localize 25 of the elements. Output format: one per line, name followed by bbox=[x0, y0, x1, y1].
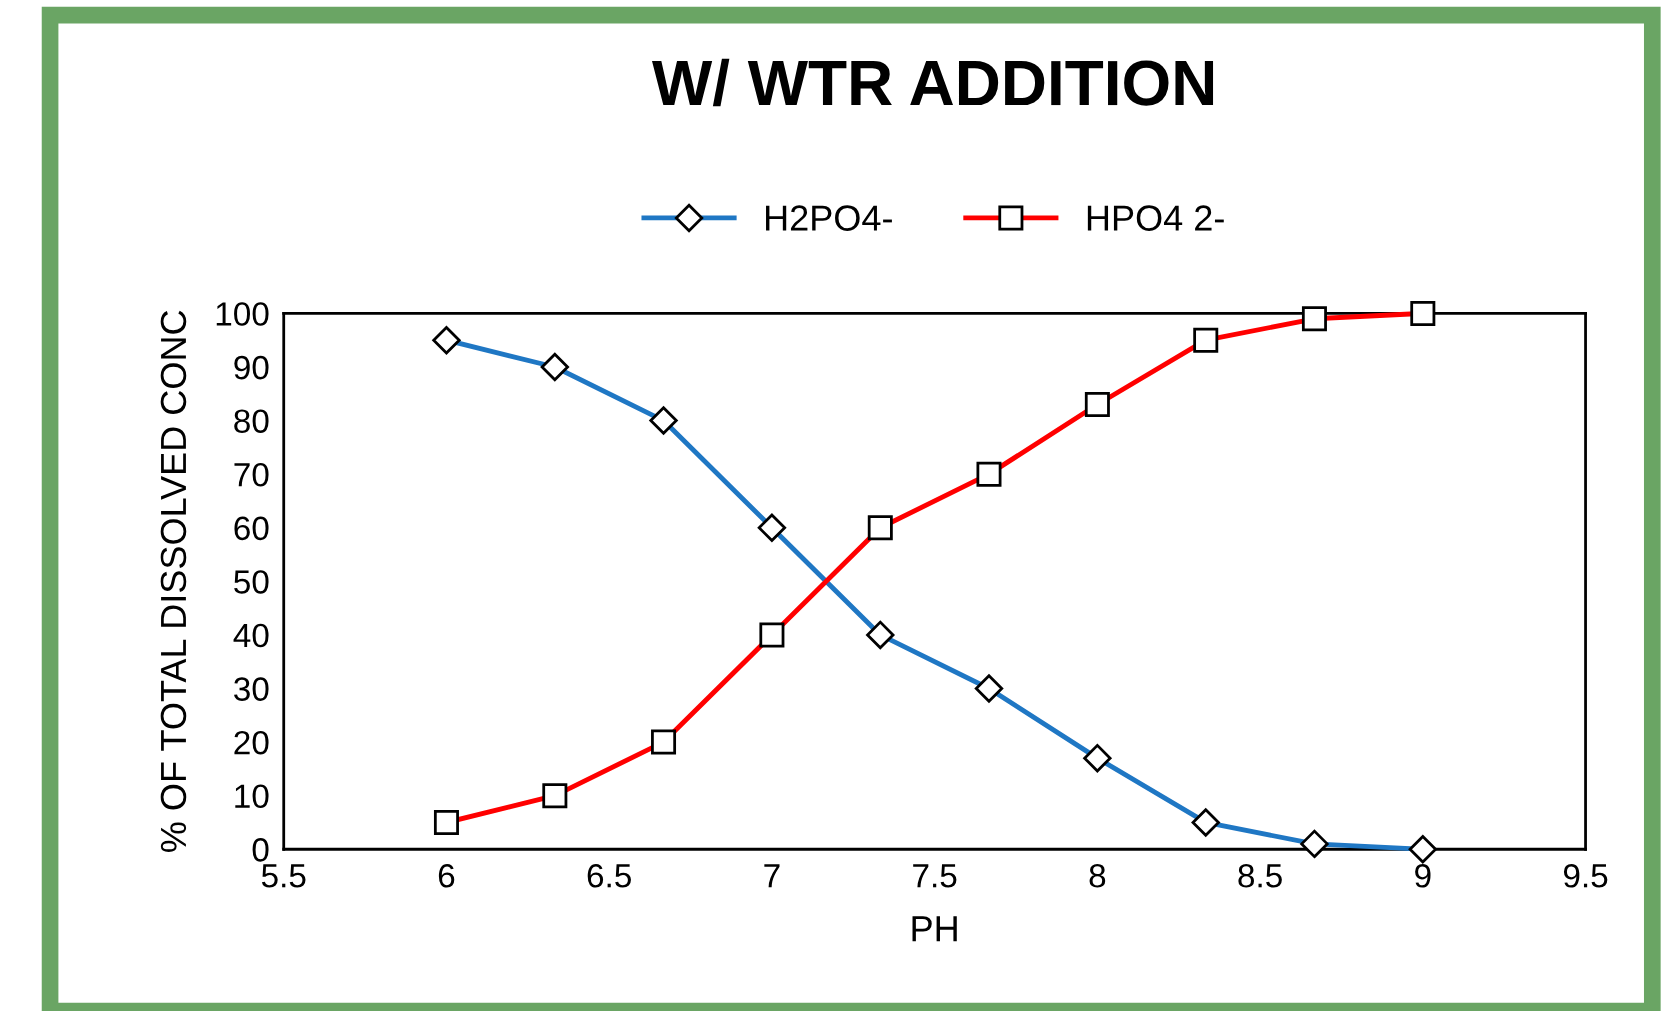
x-axis-title: PH bbox=[912, 916, 957, 942]
y-tick-label: 10 bbox=[235, 784, 269, 809]
x-tick-label: 6 bbox=[438, 864, 455, 888]
x-tick-label: 7.5 bbox=[913, 864, 957, 888]
y-tick-label: 60 bbox=[234, 516, 269, 541]
x-tick-label: 9 bbox=[1415, 864, 1431, 888]
y-tick-label: 80 bbox=[234, 409, 269, 433]
y-tick-label: 70 bbox=[234, 462, 269, 487]
y-tick-label: 20 bbox=[234, 730, 269, 755]
x-tick-label: 8.5 bbox=[1238, 864, 1282, 888]
x-tick-label: 6.5 bbox=[587, 864, 631, 888]
y-tick-label: 100 bbox=[216, 302, 269, 326]
x-tick-label: 8 bbox=[1089, 864, 1106, 888]
y-tick-label: 30 bbox=[234, 677, 269, 701]
y-tick-label: 50 bbox=[234, 570, 269, 594]
x-tick-label: 9.5 bbox=[1563, 864, 1608, 888]
y-axis-title: % OF TOTAL DISSOLVED CONC bbox=[160, 310, 187, 852]
y-tick-label: 0 bbox=[252, 838, 269, 862]
chart-title: W/ WTR ADDITION bbox=[652, 58, 1214, 107]
y-tick-label: 90 bbox=[234, 355, 269, 380]
legend-label: HPO4 2- bbox=[1087, 205, 1224, 231]
legend-label: H2PO4- bbox=[766, 205, 892, 231]
y-tick-label: 40 bbox=[233, 623, 269, 648]
x-tick-label: 5.5 bbox=[261, 864, 306, 888]
x-tick-label: 7 bbox=[764, 864, 780, 888]
